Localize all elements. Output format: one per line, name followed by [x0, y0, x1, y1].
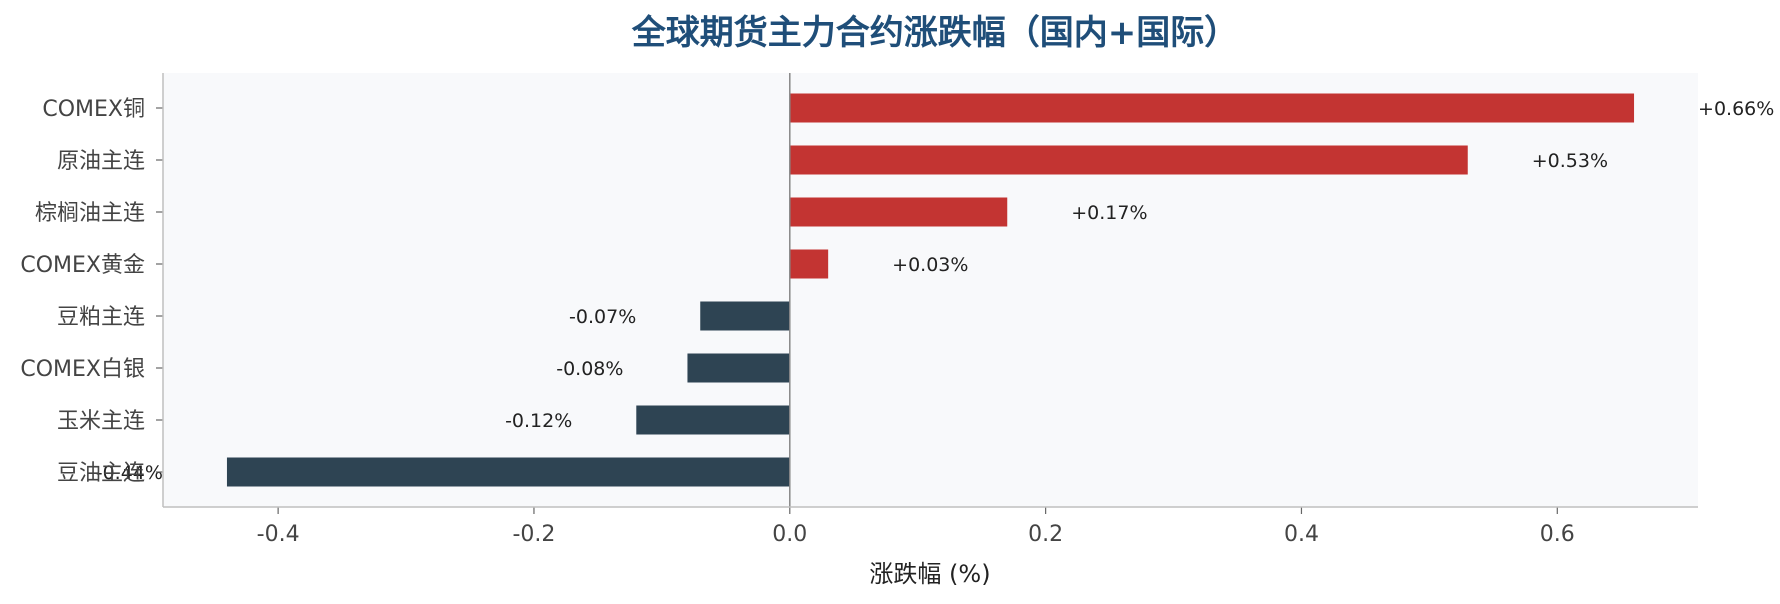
plot-background — [163, 73, 1698, 507]
x-tick-label-3: 0.2 — [1028, 522, 1063, 547]
bar-1 — [789, 145, 1468, 175]
value-label-1: +0.53% — [1532, 150, 1608, 172]
x-axis-label: 涨跌幅 (%) — [869, 560, 990, 588]
category-label-4: 豆粕主连 — [57, 305, 145, 330]
category-label-1: 原油主连 — [57, 149, 145, 174]
ticks-layer: -0.4 -0.2 0.0 0.2 0.4 0.6 — [156, 107, 1575, 547]
x-tick-label-2: 0.0 — [772, 522, 807, 547]
category-label-6: 玉米主连 — [57, 409, 145, 434]
bar-2 — [789, 197, 1008, 227]
value-label-4: -0.07% — [569, 306, 636, 328]
value-label-6: -0.12% — [505, 410, 572, 432]
category-label-0: COMEX铜 — [42, 97, 145, 122]
bar-5 — [687, 353, 790, 383]
chart-title: 全球期货主力合约涨跌幅（国内+国际） — [631, 13, 1239, 53]
x-tick-label-4: 0.4 — [1284, 522, 1319, 547]
bar-7 — [226, 457, 790, 487]
bar-6 — [636, 405, 790, 435]
category-label-7: 豆油主连 — [57, 461, 145, 486]
category-label-3: COMEX黄金 — [20, 253, 145, 278]
value-label-0: +0.66% — [1698, 98, 1774, 120]
value-labels-layer: +0.66% +0.53% +0.17% +0.03% -0.07% -0.08% -0.1… — [96, 98, 1775, 484]
category-label-2: 棕榈油主连 — [35, 201, 145, 226]
category-label-5: COMEX白银 — [20, 357, 145, 382]
bar-0 — [789, 93, 1635, 123]
value-label-5: -0.08% — [556, 358, 623, 380]
value-label-7: -0.44% — [96, 462, 163, 484]
x-tick-label-0: -0.4 — [257, 522, 300, 547]
x-tick-label-5: 0.6 — [1540, 522, 1575, 547]
value-label-3: +0.03% — [892, 254, 968, 276]
bar-4 — [700, 301, 790, 331]
bars-layer — [226, 93, 1635, 487]
bar-3 — [789, 249, 829, 279]
value-label-2: +0.17% — [1071, 202, 1147, 224]
x-tick-label-1: -0.2 — [512, 522, 555, 547]
